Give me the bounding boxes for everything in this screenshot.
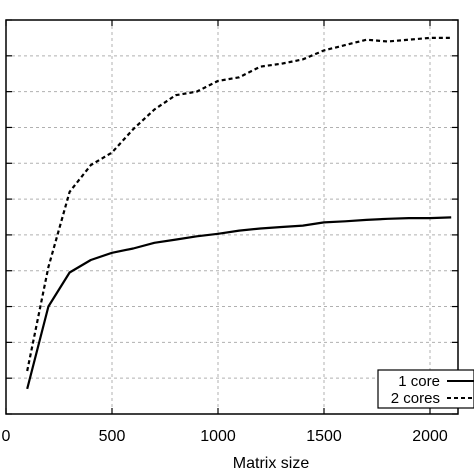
x-tick-label: 0 — [2, 428, 11, 445]
legend-label-2-cores: 2 cores — [391, 390, 440, 407]
x-tick-label: 500 — [99, 428, 126, 445]
legend-label-1-core: 1 core — [398, 373, 440, 390]
series-line-2-cores — [26, 36, 452, 372]
legend-box — [377, 369, 474, 409]
legend: 1 core 2 cores — [377, 369, 474, 409]
x-axis-title: Matrix size — [233, 455, 310, 472]
x-tick-label: 1500 — [306, 428, 342, 445]
x-tick-label: 2000 — [412, 428, 448, 445]
series-line-1-core — [26, 216, 452, 390]
plot-frame — [5, 19, 459, 415]
x-tick-labels: 0 500 1000 1500 2000 — [2, 428, 448, 445]
series-lines — [26, 36, 452, 390]
x-tick-label: 1000 — [200, 428, 236, 445]
